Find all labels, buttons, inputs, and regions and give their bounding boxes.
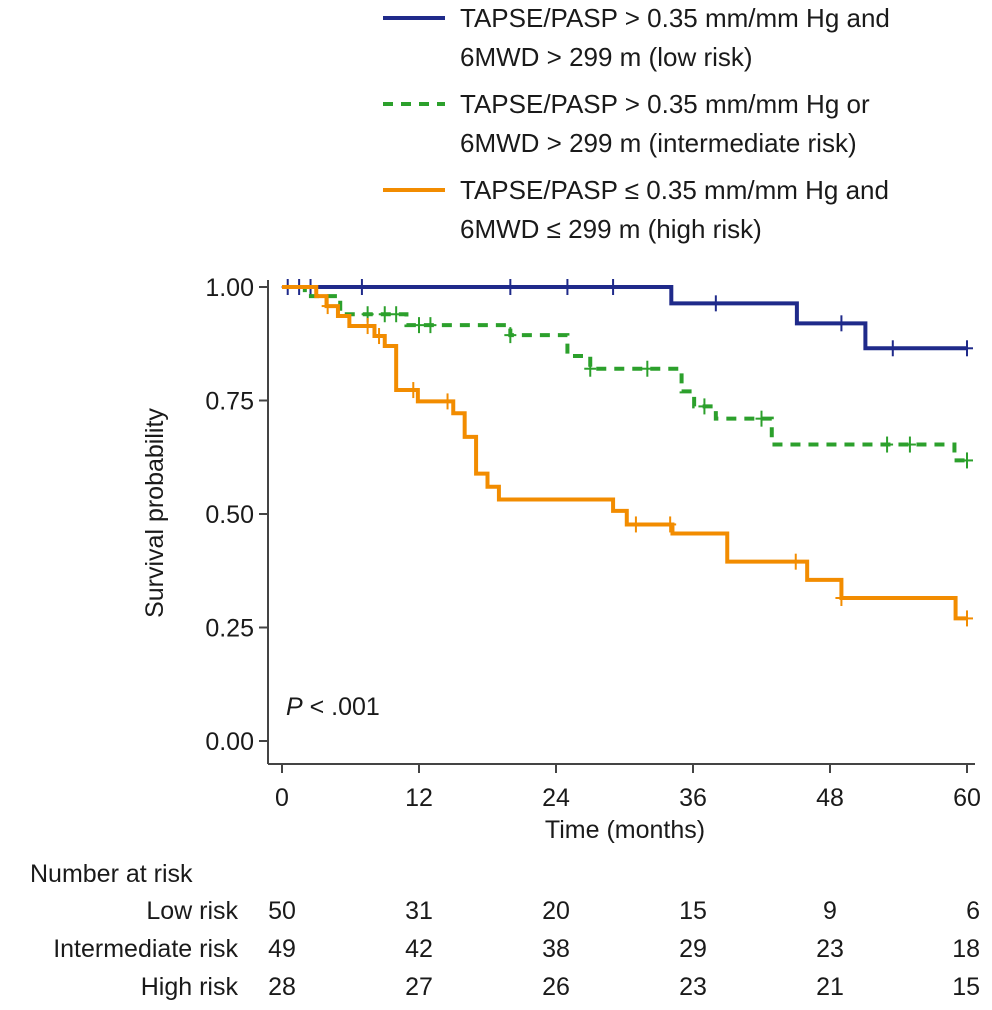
legend-label-intermediate: 6MWD > 299 m (intermediate risk)	[460, 128, 857, 158]
x-tick-label: 12	[405, 784, 433, 812]
p-value: < .001	[303, 693, 380, 721]
risk-count: 28	[268, 973, 296, 1001]
risk-count: 38	[542, 935, 570, 963]
censor-mark-intermediate	[424, 317, 437, 334]
y-tick-label: 1.00	[205, 274, 254, 302]
censor-mark-high	[321, 298, 334, 315]
risk-table-title: Number at risk	[30, 860, 193, 888]
censor-mark-low	[709, 295, 722, 312]
risk-count: 29	[679, 935, 707, 963]
risk-count: 42	[405, 935, 433, 963]
censor-mark-low	[835, 315, 848, 332]
censor-mark-high	[664, 516, 677, 533]
censor-mark-high	[441, 393, 454, 410]
legend-label-low: 6MWD > 299 m (low risk)	[460, 42, 753, 72]
x-tick-label: 36	[679, 784, 707, 812]
censor-mark-intermediate	[390, 306, 403, 323]
censor-mark-intermediate	[961, 452, 973, 469]
y-tick-label: 0.75	[205, 388, 254, 416]
censor-mark-high	[373, 328, 386, 345]
y-tick-label: 0.00	[205, 728, 254, 756]
censor-mark-high	[789, 553, 802, 570]
risk-count: 21	[816, 973, 844, 1001]
curve-high-risk	[282, 285, 967, 621]
censor-mark-intermediate	[504, 327, 517, 344]
p-symbol: P	[286, 693, 303, 721]
censor-mark-intermediate	[881, 436, 894, 453]
censor-mark-high	[407, 382, 420, 399]
risk-row-label: High risk	[141, 973, 239, 1001]
survival-curves	[281, 279, 973, 627]
censor-mark-low	[886, 340, 899, 357]
risk-count: 50	[268, 897, 296, 925]
censor-mark-intermediate	[641, 360, 654, 377]
x-tick-label: 48	[816, 784, 844, 812]
risk-count: 23	[816, 935, 844, 963]
censor-mark-high	[961, 610, 973, 627]
censor-mark-intermediate	[755, 410, 768, 427]
y-axis-label: Survival probability	[141, 408, 169, 618]
risk-row-label: Intermediate risk	[53, 935, 238, 963]
censor-mark-low	[961, 340, 973, 357]
risk-row-label: Low risk	[146, 897, 238, 925]
censor-mark-high	[629, 516, 642, 533]
risk-count: 26	[542, 973, 570, 1001]
y-tick-label: 0.25	[205, 615, 254, 643]
axes	[267, 280, 975, 765]
risk-count: 27	[405, 973, 433, 1001]
curve-low-risk	[282, 285, 967, 351]
risk-table: Number at risk Low risk 50 31 20 15 9 6 Interme…	[30, 860, 980, 1001]
risk-count: 15	[952, 973, 980, 1001]
censor-mark-low	[607, 279, 620, 295]
x-tick-label: 60	[953, 784, 981, 812]
y-tick-label: 0.50	[205, 501, 254, 529]
p-value-annotation: P < .001	[286, 693, 380, 721]
censor-mark-intermediate	[413, 317, 425, 334]
risk-count: 49	[268, 935, 296, 963]
censor-mark-high	[835, 589, 848, 606]
censor-mark-intermediate	[378, 306, 391, 323]
censor-mark-low	[355, 279, 368, 295]
legend-label-low: TAPSE/PASP > 0.35 mm/mm Hg and	[460, 3, 890, 33]
censor-mark-low	[504, 279, 517, 295]
risk-count: 6	[966, 897, 980, 925]
legend-label-intermediate: TAPSE/PASP > 0.35 mm/mm Hg or	[460, 89, 870, 119]
legend-label-high: TAPSE/PASP ≤ 0.35 mm/mm Hg and	[460, 175, 889, 205]
risk-count: 31	[405, 897, 433, 925]
censor-mark-low	[561, 279, 574, 295]
legend: TAPSE/PASP > 0.35 mm/mm Hg and 6MWD > 299…	[383, 3, 890, 244]
censor-mark-intermediate	[698, 398, 711, 415]
x-tick-label: 24	[542, 784, 570, 812]
x-axis-label: Time (months)	[545, 816, 705, 844]
censor-mark-intermediate	[584, 360, 597, 377]
legend-label-high: 6MWD ≤ 299 m (high risk)	[460, 214, 762, 244]
x-tick-label: 0	[275, 784, 289, 812]
risk-count: 15	[679, 897, 707, 925]
risk-count: 9	[823, 897, 837, 925]
risk-count: 18	[952, 935, 980, 963]
censor-mark-intermediate	[903, 436, 916, 453]
risk-count: 23	[679, 973, 707, 1001]
censor-mark-high	[361, 318, 374, 335]
risk-count: 20	[542, 897, 570, 925]
